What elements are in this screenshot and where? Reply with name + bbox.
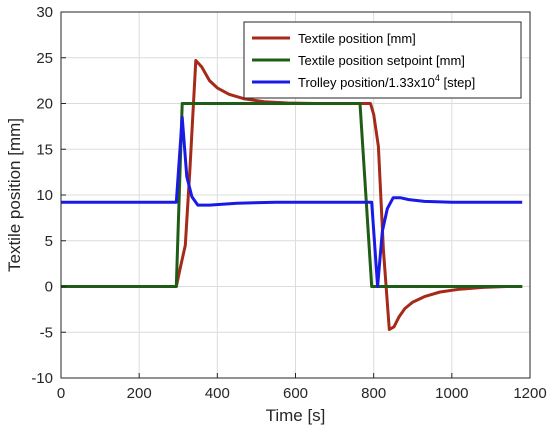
series-textile-setpoint-line — [61, 102, 523, 288]
y-tick-label: 20 — [36, 96, 53, 113]
y-axis-title: Textile position [mm] — [5, 118, 24, 272]
series-lines — [61, 59, 523, 331]
legend-label-trolley-unit: [step] — [440, 75, 475, 90]
legend-label-trolley-exponent: 4 — [435, 73, 440, 83]
y-tick-label: -10 — [31, 370, 53, 387]
legend-label-trolley-position: Trolley position/1.33x104 [step] — [298, 73, 475, 90]
y-tick-label: -5 — [40, 324, 53, 341]
x-tick-label: 1000 — [435, 385, 468, 402]
x-axis-ticks: 0 200 400 600 800 1000 1200 — [57, 373, 547, 402]
x-axis-title: Time [s] — [266, 406, 326, 425]
x-tick-label: 800 — [361, 385, 386, 402]
legend-label-textile-position: Textile position [mm] — [298, 31, 416, 46]
legend-label-textile-setpoint: Textile position setpoint [mm] — [298, 53, 465, 68]
y-axis-ticks: -10 -5 0 5 10 15 20 25 30 — [31, 4, 66, 387]
series-textile-position-line — [61, 59, 523, 331]
x-tick-label: 600 — [283, 385, 308, 402]
x-tick-label: 200 — [127, 385, 152, 402]
x-tick-label: 1200 — [513, 385, 546, 402]
y-tick-label: 10 — [36, 187, 53, 204]
legend-label-trolley-main: Trolley position/1.33x10 — [298, 75, 435, 90]
x-tick-label: 400 — [205, 385, 230, 402]
legend: Textile position [mm] Textile position s… — [243, 21, 522, 99]
y-tick-label: 0 — [45, 279, 53, 296]
series-trolley-position-line — [61, 115, 523, 288]
y-tick-label: 5 — [45, 233, 53, 250]
legend-box — [243, 21, 522, 99]
y-tick-label: 30 — [36, 4, 53, 21]
y-tick-label: 25 — [36, 50, 53, 67]
x-tick-label: 0 — [57, 385, 65, 402]
y-tick-label: 15 — [36, 141, 53, 158]
